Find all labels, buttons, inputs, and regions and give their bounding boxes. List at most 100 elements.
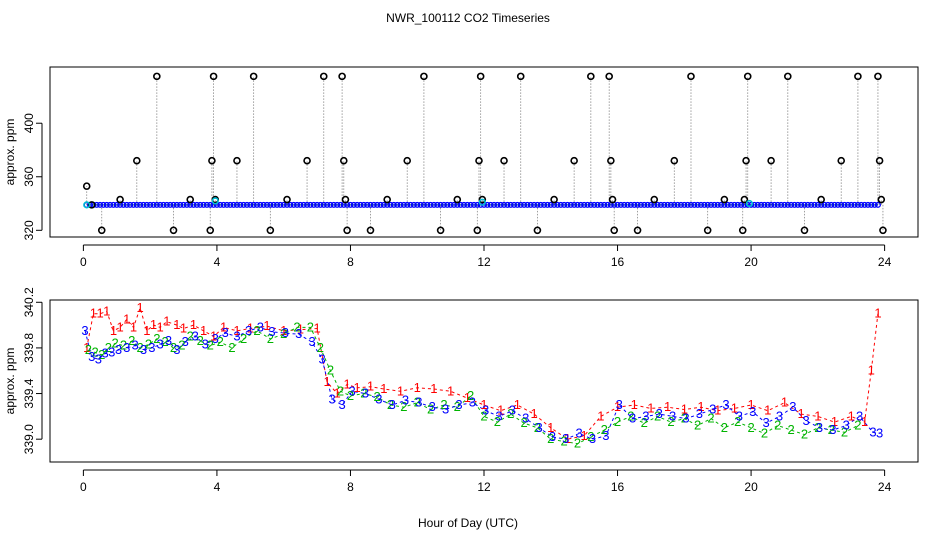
series-point-1: 1 [480,397,487,412]
series-point-3: 3 [389,397,396,412]
dense-point [724,201,731,208]
series-point-1: 1 [414,380,421,395]
series-point-3: 3 [669,408,676,423]
series-point-3: 3 [165,333,172,348]
dense-point [123,201,130,208]
series-point-2: 2 [507,406,514,421]
dense-point [510,201,518,208]
series-point-3: 3 [602,428,609,443]
dense-point [334,201,341,208]
dense-point [397,201,404,208]
dense-point [97,201,104,208]
series-point-2: 2 [520,415,527,430]
dense-point [851,201,858,208]
dense-point [581,201,588,208]
dense-point [694,201,701,208]
spike-point [608,195,617,204]
dense-point [287,201,294,208]
dense-point [434,201,441,208]
series-point-3: 3 [856,408,863,423]
spike-point [738,226,747,235]
series-point-3: 3 [415,395,422,410]
dense-point [257,201,264,208]
dense-point [704,201,711,208]
spike-point [743,72,752,81]
dense-point [727,201,735,208]
series-point-3: 3 [308,334,315,349]
bottom-y-tick-label: 339.8 [22,333,36,363]
dense-point [374,201,381,208]
series-point-2: 2 [561,433,568,448]
series-point-1: 1 [313,321,320,336]
series-point-2: 2 [105,340,112,355]
series-point-3: 3 [816,420,823,435]
series-point-2: 2 [801,427,808,442]
series-point-3: 3 [192,329,199,344]
dense-point [784,201,791,208]
series-point-2: 2 [98,347,105,362]
dense-point [504,201,511,208]
series-point-3: 3 [616,397,623,412]
dense-point [377,201,384,208]
bottom-y-tick-label: 339.4 [22,378,36,408]
series-point-2: 2 [774,417,781,432]
dense-point [771,201,778,208]
series-point-2: 2 [280,326,287,341]
series-point-3: 3 [295,326,302,341]
spike-point [338,72,346,81]
series-point-2: 2 [178,338,185,353]
dense-point [263,201,271,208]
series-point-2: 2 [217,334,224,349]
series-point-1: 1 [220,319,227,334]
dense-point [561,201,568,208]
series-point-3: 3 [629,411,636,426]
series-point-3: 3 [442,402,449,417]
series-point-1: 1 [333,386,340,401]
spike-point [610,226,619,235]
dense-point [223,201,230,208]
series-point-3: 3 [95,351,102,366]
dense-point [484,201,491,208]
dense-point [854,201,861,208]
dense-point [337,201,344,208]
dense-point [848,201,855,208]
series-point-2: 2 [627,408,634,423]
dense-point [147,201,154,208]
spike-point [877,195,886,204]
series-point-1: 1 [83,340,90,355]
dense-point [634,201,641,208]
series-point-3: 3 [522,411,529,426]
top-x-tick-label: 16 [611,255,625,269]
series-point-2: 2 [454,399,461,414]
top-y-tick-label: 400 [22,113,36,133]
dense-point [691,201,698,208]
dense-point [821,201,828,208]
dense-point [564,201,571,208]
series-point-1: 1 [354,380,361,395]
series-point-2: 2 [85,342,92,357]
series-point-3: 3 [722,397,729,412]
dense-point [430,201,437,208]
dense-point [193,201,200,208]
spike-point [82,182,91,190]
series-point-1: 1 [631,397,638,412]
dense-point [844,201,851,208]
dense-point [768,201,775,208]
series-point-1: 1 [464,390,471,405]
series-point-3: 3 [736,408,743,423]
spike-point [283,195,291,204]
series-point-1: 1 [764,403,771,418]
series-point-3: 3 [682,411,689,426]
dense-point [297,201,304,208]
dense-point [617,201,624,208]
series-point-2: 2 [480,408,487,423]
series-point-2: 2 [667,414,674,429]
series-point-2: 2 [153,331,160,346]
series-point-2: 2 [440,397,447,412]
spike-point [186,195,195,204]
dense-point [544,201,551,208]
dense-point [250,201,257,208]
dense-point [217,201,224,208]
series-point-3: 3 [362,386,369,401]
